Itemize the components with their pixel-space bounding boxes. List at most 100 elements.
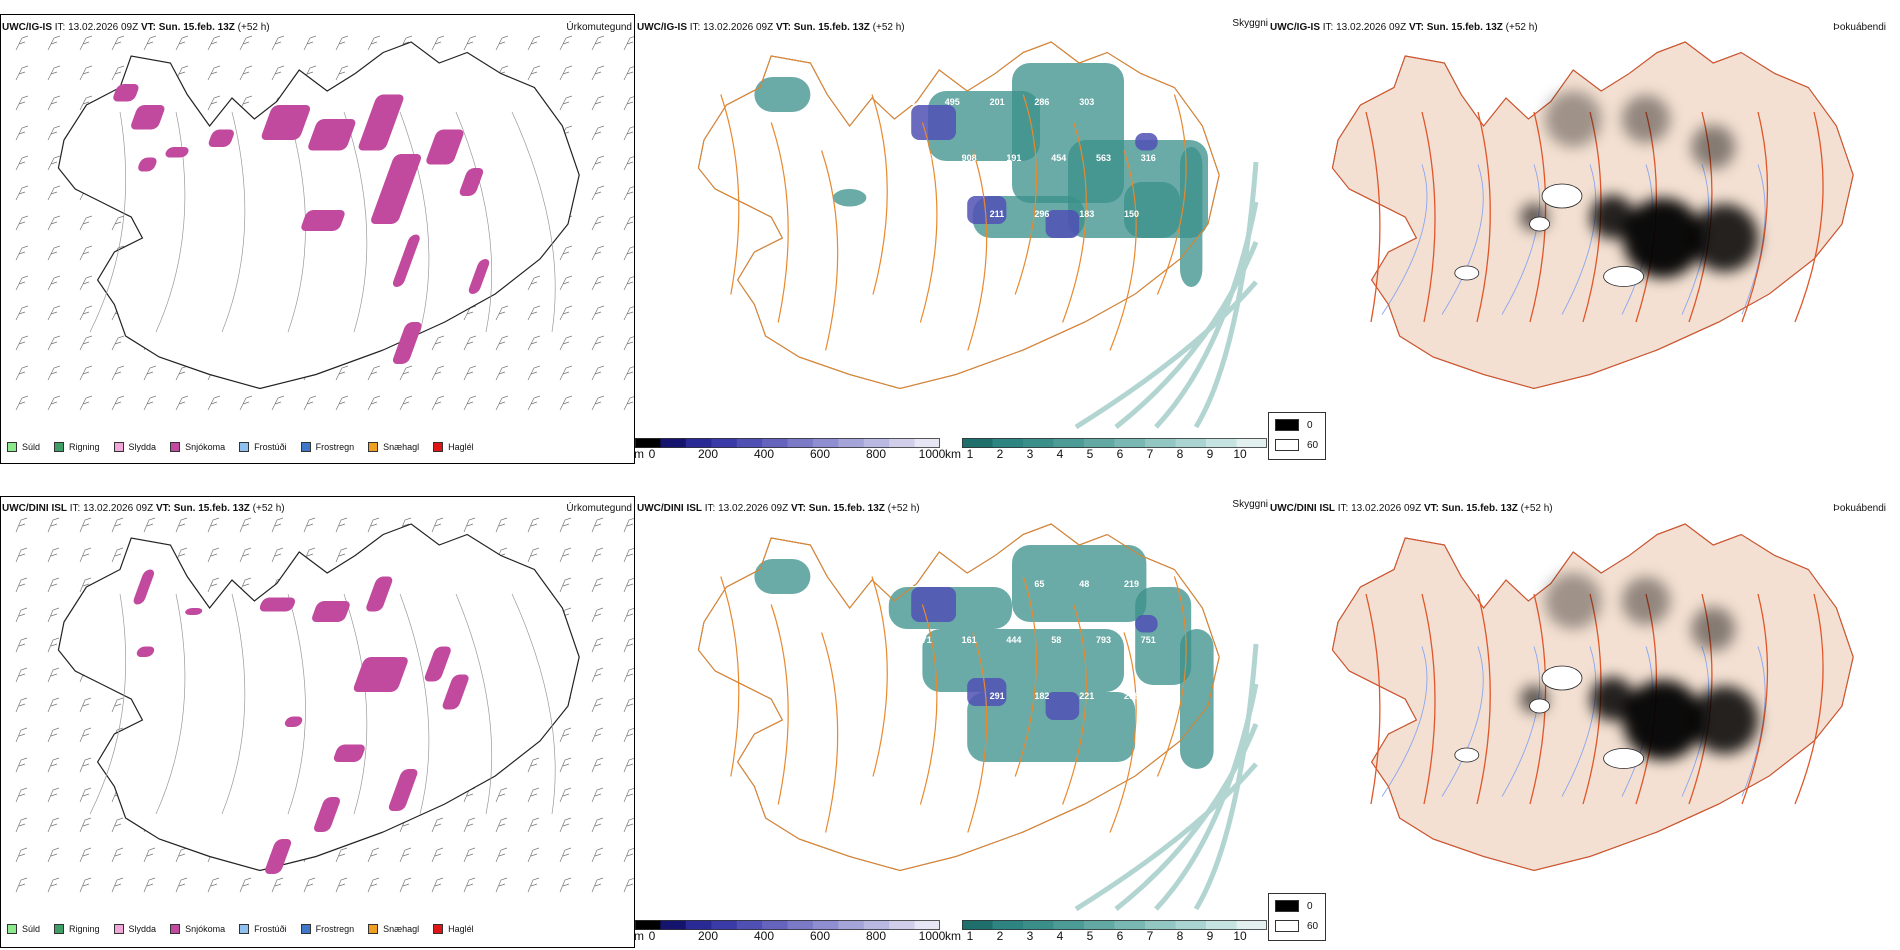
visibility-color-step (992, 920, 1024, 930)
legend-swatch (170, 924, 181, 934)
wind-barb (335, 547, 348, 563)
wind-barb (111, 547, 124, 563)
snow-area (388, 769, 418, 811)
ceiling-color-step (660, 920, 687, 930)
wind-barb (111, 817, 124, 833)
wind-barb (623, 366, 634, 381)
wind-barb (111, 517, 124, 533)
wind-barb (79, 757, 92, 773)
legend-swatch (113, 442, 124, 452)
fog-map-ig-is (1331, 41, 1854, 390)
vt-label: VT: (775, 22, 791, 33)
legend-swatch (54, 442, 65, 452)
visibility-tick-label: 7 (1146, 447, 1154, 461)
wind-barb (591, 637, 604, 653)
ceiling-color-step (812, 438, 839, 448)
road-line (1156, 94, 1187, 295)
it-value: 13.02.2026 09Z (718, 503, 789, 514)
wind-barb (47, 607, 60, 623)
precip-type-map-dini-isl (15, 517, 634, 893)
wind-barb (527, 65, 541, 81)
wind-barb (303, 517, 316, 533)
snow-area (131, 105, 165, 130)
visibility-color-step (1084, 920, 1115, 930)
low-visibility-area (922, 629, 1124, 692)
low-visibility-area (1180, 629, 1214, 769)
wind-barb (47, 275, 61, 291)
precip-type-map-ig-is (15, 35, 634, 411)
visibility-areas (754, 545, 1214, 769)
wind-barb (207, 547, 220, 563)
ceiling-tick-label: 200 (697, 929, 719, 943)
legend-label: Súld (22, 442, 41, 452)
wind-barb (463, 847, 476, 863)
wind-barb (367, 365, 381, 381)
legend-swatch (7, 442, 17, 452)
wind-barb (207, 517, 220, 533)
wind-barb (79, 215, 93, 231)
wind-barb (175, 35, 189, 51)
wind-barb (623, 757, 634, 773)
ceiling-label: 563 (1096, 153, 1111, 163)
ceiling-tick-label: 0 (648, 929, 656, 943)
wind-barb (591, 245, 605, 261)
fog-patch (1590, 677, 1635, 721)
ceiling-label: 303 (1079, 97, 1094, 107)
it-value: 13.02.2026 09Z (703, 22, 774, 33)
legend-label: Haglél (448, 442, 474, 452)
low-ceiling-area (1135, 133, 1158, 151)
wind-barb (143, 517, 156, 533)
visibility-color-step (1084, 438, 1115, 448)
ceiling-tick-label: 200 (697, 447, 719, 461)
road-line (455, 593, 493, 815)
wind-barb (15, 275, 29, 291)
lead-time: (+52 h) (887, 503, 920, 514)
wind-barb (15, 245, 29, 261)
ceiling-color-step (914, 438, 940, 448)
wind-barb (47, 155, 61, 171)
wind-barb (15, 395, 29, 411)
wind-barbs (15, 517, 634, 893)
snow-area (358, 94, 404, 151)
snow-area (261, 105, 311, 140)
road-line (720, 576, 740, 777)
it-label: IT: (1322, 22, 1334, 33)
road-line (720, 94, 740, 295)
wind-barb (111, 365, 125, 381)
wind-barb (79, 365, 93, 381)
road-line (871, 576, 888, 777)
glacier (1529, 216, 1551, 232)
wind-barb (15, 185, 29, 201)
wind-barb (111, 335, 125, 351)
wind-barb (431, 365, 445, 381)
visibility-color-step (962, 438, 993, 448)
ceiling-label: 398 (917, 265, 932, 275)
river (1741, 164, 1766, 315)
it-value: 13.02.2026 09Z (83, 503, 154, 514)
wind-barb (591, 577, 604, 593)
snow-area (185, 608, 203, 615)
visibility-color-step (1175, 438, 1207, 448)
wind-barb (15, 125, 29, 141)
legend-label: Frostúði (254, 442, 287, 452)
wind-barb (527, 305, 541, 321)
wind-barb (591, 125, 605, 141)
wind-barb (79, 245, 93, 261)
visibility-header-dini-isl: UWC/DINI ISL IT: 13.02.2026 09Z VT: Sun.… (637, 503, 920, 514)
wind-barb (623, 667, 634, 683)
it-value: 13.02.2026 09Z (68, 22, 139, 33)
visibility-colorbar-dini-isl (962, 920, 1267, 930)
wind-barb (591, 365, 605, 381)
visibility-colorbar-ig-is (962, 438, 1267, 448)
ceiling-color-step (660, 438, 687, 448)
ceiling-color-step (838, 438, 865, 448)
snow-area (333, 744, 365, 762)
wind-barb (15, 607, 28, 623)
wind-barb (47, 125, 61, 141)
low-visibility-area (967, 692, 1136, 762)
fog-patch (1622, 577, 1670, 625)
legend-swatch (433, 442, 444, 452)
ceiling-label: 296 (1034, 209, 1049, 219)
wind-barb (623, 336, 634, 351)
ceiling-unit: m (634, 447, 644, 461)
